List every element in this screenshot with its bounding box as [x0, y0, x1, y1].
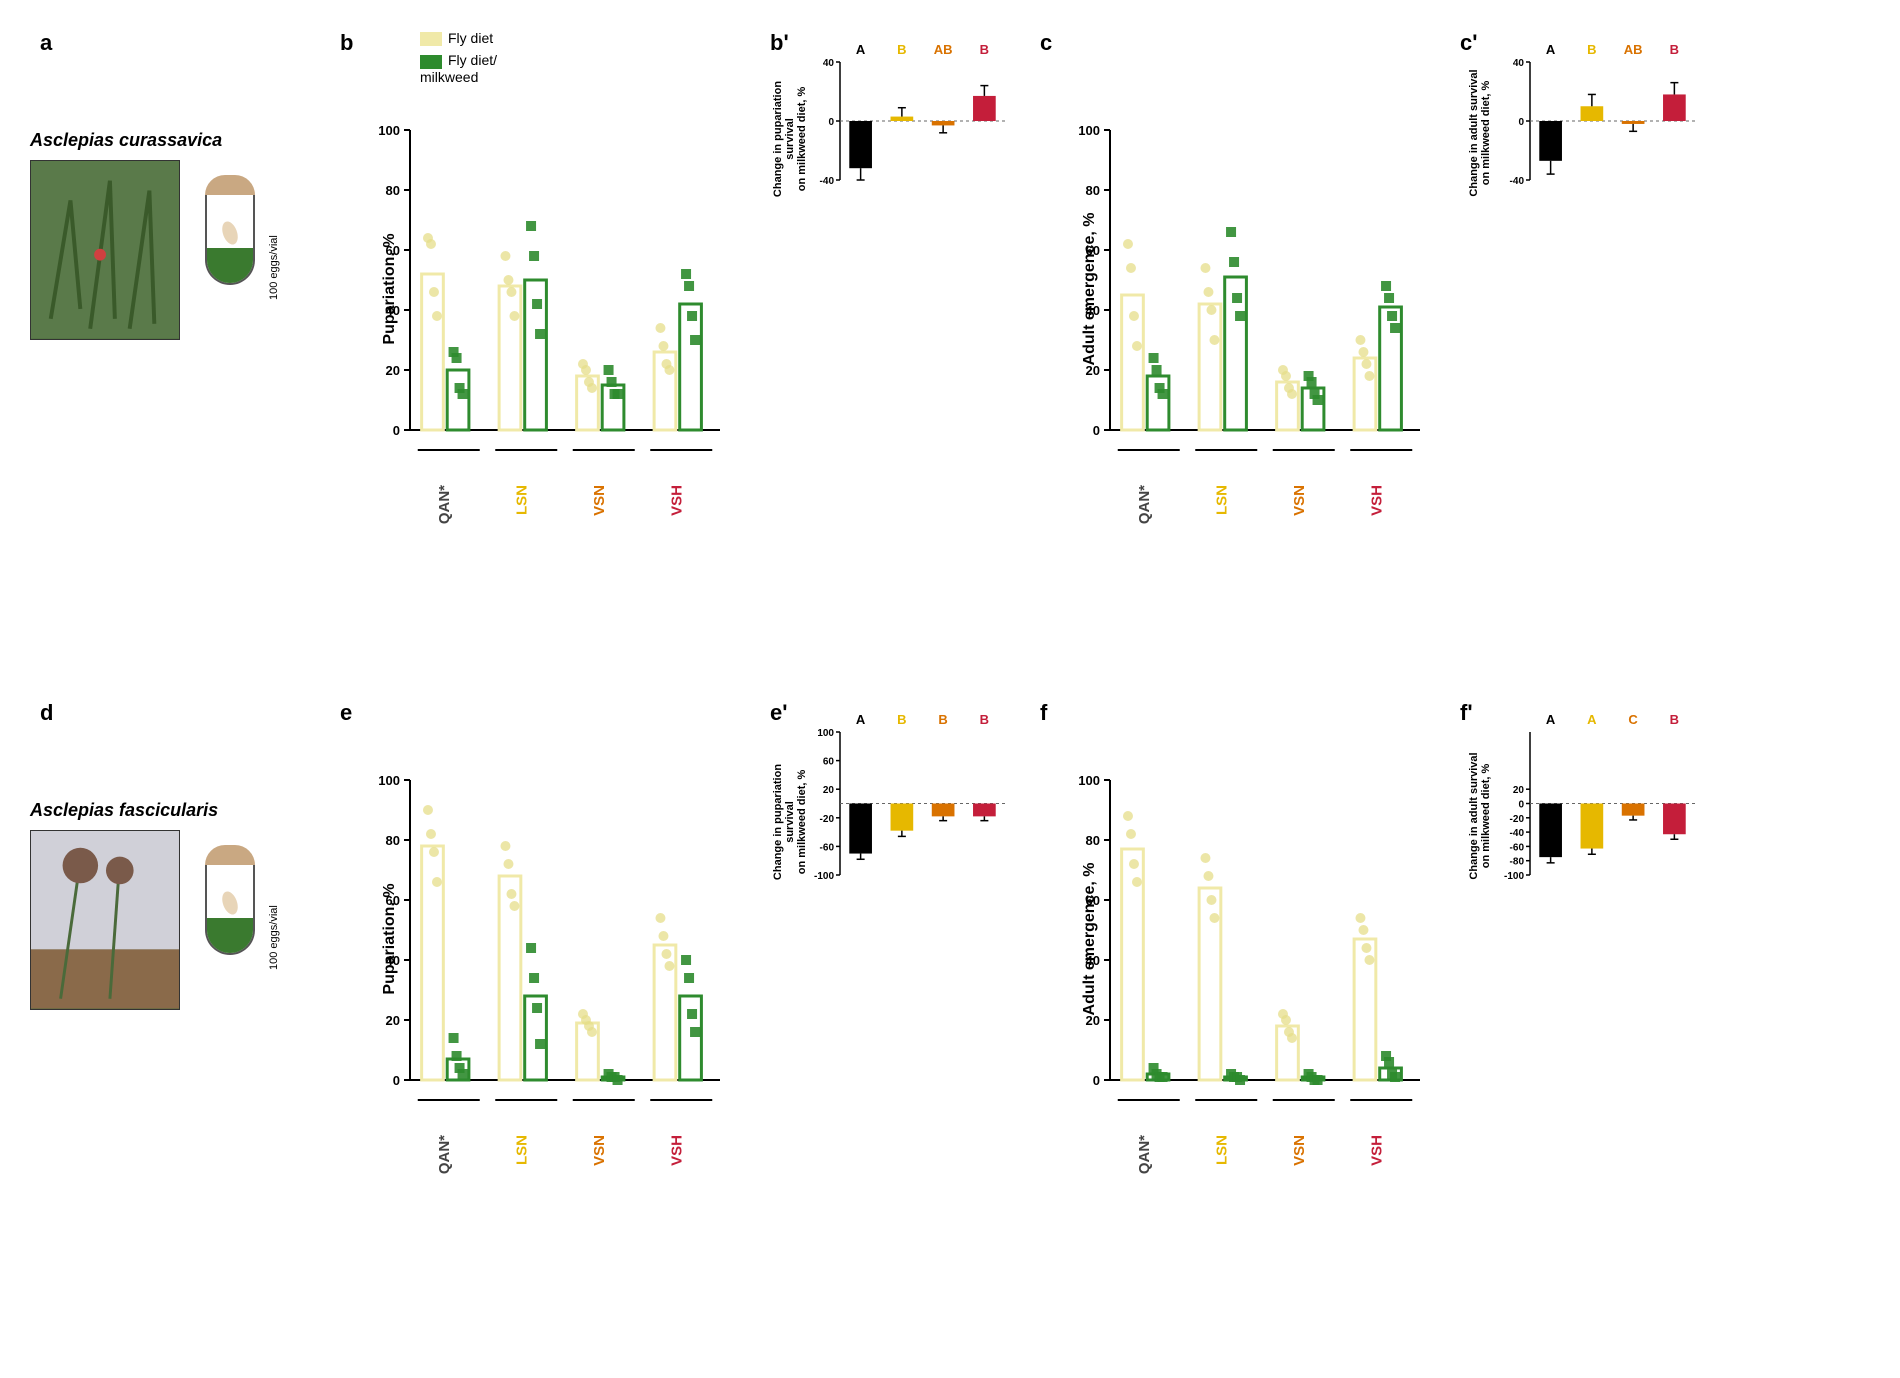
svg-text:0: 0: [1093, 423, 1100, 438]
svg-text:B: B: [1587, 42, 1596, 57]
plant-illustration-2: [31, 831, 179, 1009]
svg-text:QAN*: QAN*: [436, 1135, 453, 1174]
svg-text:100: 100: [1078, 123, 1100, 138]
chart-ep: -100-60-202060100ABBBChange in pupariati…: [780, 710, 1010, 885]
svg-text:20: 20: [1513, 785, 1525, 796]
svg-text:-60: -60: [1510, 842, 1525, 853]
svg-text:A: A: [1587, 712, 1597, 727]
svg-text:QAN*: QAN*: [436, 485, 453, 524]
svg-text:A: A: [1546, 712, 1556, 727]
chart-cp: -40040ABABBChange in adult survival on m…: [1470, 40, 1700, 190]
panel-f-label: f: [1040, 700, 1047, 726]
svg-text:-100: -100: [814, 871, 834, 882]
vial-1-label: 100 eggs/vial: [268, 235, 280, 300]
svg-text:VSN: VSN: [591, 1135, 608, 1166]
svg-text:C: C: [1628, 712, 1638, 727]
svg-text:VSN: VSN: [1291, 1135, 1308, 1166]
chart-fp: -100-80-60-40-20020AACBChange in adult s…: [1470, 710, 1700, 885]
svg-text:100: 100: [817, 728, 834, 739]
svg-text:VSH: VSH: [668, 1135, 685, 1166]
svg-text:AB: AB: [934, 42, 953, 57]
svg-text:VSH: VSH: [1368, 485, 1385, 516]
chart-e: 020406080100QAN*LSNVSNVSHPupariation, %: [350, 770, 730, 1200]
svg-text:VSH: VSH: [668, 485, 685, 516]
svg-text:20: 20: [823, 785, 835, 796]
species-2-label: Asclepias fascicularis: [30, 800, 218, 821]
svg-text:VSH: VSH: [1368, 1135, 1385, 1166]
svg-text:VSN: VSN: [591, 485, 608, 516]
chart-bp: -40040ABABBChange in pupariation surviva…: [780, 40, 1010, 190]
svg-text:AB: AB: [1624, 42, 1643, 57]
svg-text:B: B: [897, 42, 906, 57]
svg-text:100: 100: [378, 773, 400, 788]
svg-text:0: 0: [1518, 800, 1524, 811]
panel-d-label: d: [40, 700, 53, 726]
plant-photo-2: [30, 830, 180, 1010]
svg-text:100: 100: [1078, 773, 1100, 788]
svg-text:A: A: [856, 42, 866, 57]
panel-b-label: b: [340, 30, 353, 56]
svg-text:B: B: [1670, 712, 1679, 727]
svg-text:B: B: [897, 712, 906, 727]
svg-text:B: B: [1670, 42, 1679, 57]
svg-text:-20: -20: [1510, 814, 1525, 825]
svg-text:100: 100: [378, 123, 400, 138]
vial-2: [200, 845, 260, 975]
svg-text:-40: -40: [820, 176, 835, 187]
svg-text:-20: -20: [820, 814, 835, 825]
svg-text:B: B: [980, 712, 989, 727]
svg-text:0: 0: [828, 117, 834, 128]
svg-text:QAN*: QAN*: [1136, 1135, 1153, 1174]
svg-text:-40: -40: [1510, 176, 1525, 187]
svg-text:LSN: LSN: [513, 1135, 530, 1165]
svg-text:A: A: [856, 712, 866, 727]
svg-text:40: 40: [823, 58, 835, 69]
svg-text:A: A: [1546, 42, 1556, 57]
chart-f: 020406080100QAN*LSNVSNVSHAdult emergence…: [1050, 770, 1430, 1200]
svg-text:0: 0: [393, 1073, 400, 1088]
legend: Fly diet Fly diet/ milkweed: [420, 30, 497, 91]
svg-text:0: 0: [1518, 117, 1524, 128]
plant-illustration-1: [31, 161, 179, 339]
vial-2-label: 100 eggs/vial: [268, 905, 280, 970]
svg-text:-80: -80: [1510, 857, 1525, 868]
svg-text:QAN*: QAN*: [1136, 485, 1153, 524]
svg-text:B: B: [980, 42, 989, 57]
species-1-label: Asclepias curassavica: [30, 130, 222, 151]
svg-text:0: 0: [1093, 1073, 1100, 1088]
svg-text:VSN: VSN: [1291, 485, 1308, 516]
svg-text:-100: -100: [1504, 871, 1524, 882]
chart-c: 020406080100QAN*LSNVSNVSHAdult emergence…: [1050, 120, 1430, 550]
panel-a-label: a: [40, 30, 52, 56]
svg-text:0: 0: [393, 423, 400, 438]
svg-text:60: 60: [823, 757, 835, 768]
panel-c-label: c: [1040, 30, 1052, 56]
legend-fly: Fly diet: [448, 30, 493, 46]
vial-1: [200, 175, 260, 305]
svg-text:B: B: [938, 712, 947, 727]
panel-e-label: e: [340, 700, 352, 726]
chart-b: 020406080100QAN*LSNVSNVSHPupariation, %: [350, 120, 730, 550]
svg-text:LSN: LSN: [513, 485, 530, 515]
svg-text:LSN: LSN: [1213, 485, 1230, 515]
svg-text:-60: -60: [820, 842, 835, 853]
svg-text:-40: -40: [1510, 828, 1525, 839]
svg-text:LSN: LSN: [1213, 1135, 1230, 1165]
plant-photo-1: [30, 160, 180, 340]
svg-text:40: 40: [1513, 58, 1525, 69]
